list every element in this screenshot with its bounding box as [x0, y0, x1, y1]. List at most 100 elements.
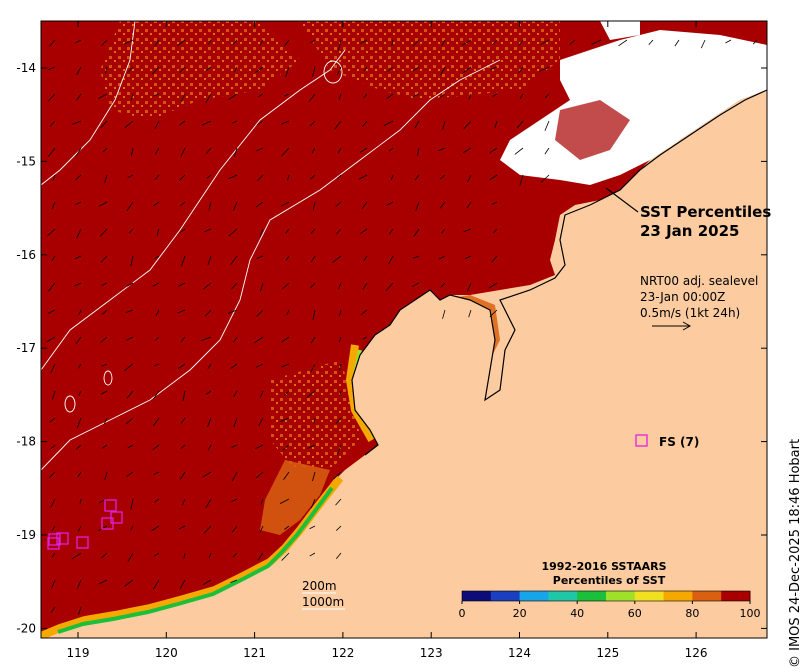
current-vector	[358, 174, 368, 180]
current-vector	[205, 147, 212, 155]
current-vector	[335, 525, 342, 531]
current-vector	[442, 309, 446, 319]
current-vector	[100, 255, 108, 263]
current-vector	[47, 93, 56, 102]
current-vector	[281, 336, 290, 343]
current-vector	[518, 39, 524, 46]
colorbar-tick-label: 60	[628, 607, 642, 620]
y-tick-label: -18	[16, 435, 36, 449]
current-vector	[362, 120, 368, 128]
current-vector	[203, 282, 212, 290]
current-vector	[362, 282, 368, 290]
current-vector	[125, 417, 134, 425]
current-vector	[151, 525, 160, 531]
current-vector	[339, 390, 342, 396]
x-tick-label: 121	[243, 646, 266, 660]
current-vector	[231, 525, 238, 533]
isobath-label-200m: 200m	[302, 579, 337, 593]
current-vector	[77, 606, 82, 616]
current-vector	[462, 66, 472, 74]
colorbar-tick-label: 40	[570, 607, 584, 620]
current-vector	[49, 417, 56, 423]
current-vector	[307, 444, 316, 449]
current-vector	[438, 255, 446, 260]
current-vector	[182, 390, 186, 402]
current-vector	[125, 336, 134, 341]
current-vector	[99, 228, 108, 237]
current-vector	[76, 417, 82, 429]
current-vector	[154, 363, 160, 367]
current-vector	[46, 228, 56, 237]
current-vector	[752, 39, 758, 45]
current-vector	[415, 201, 420, 212]
current-vector	[312, 66, 316, 77]
current-vector	[51, 255, 56, 261]
current-info-line1: NRT00 adj. sealevel	[640, 274, 758, 288]
current-vector	[177, 39, 186, 47]
colorbar-outline	[461, 590, 751, 602]
current-vector	[335, 417, 342, 424]
y-tick-label: -15	[16, 154, 36, 168]
y-axis: -14 -15 -16 -17 -18 -19 -20	[16, 61, 767, 635]
current-vector	[491, 201, 498, 205]
current-vector	[51, 579, 56, 590]
current-vector	[256, 471, 264, 479]
moderate-percentile-patch	[270, 360, 360, 470]
current-vector	[48, 147, 56, 157]
current-vector	[311, 147, 316, 154]
current-vector	[101, 444, 108, 449]
current-vector	[124, 363, 134, 372]
current-vector	[391, 39, 394, 47]
float-legend-label: FS (7)	[659, 435, 699, 449]
current-vector	[231, 498, 238, 503]
current-vector	[100, 390, 108, 395]
isobath-contour	[103, 370, 113, 386]
current-vector	[286, 309, 290, 316]
current-vector	[281, 282, 290, 290]
credit-panel: © IMOS 24-Dec-2025 18:46 Hobart	[788, 439, 803, 668]
current-vector	[414, 120, 420, 129]
colorbar-segment	[606, 591, 636, 601]
x-tick-label: 123	[420, 646, 443, 660]
current-vector	[334, 120, 342, 130]
current-vector	[130, 525, 134, 531]
cloud-mask	[600, 21, 640, 40]
current-vector	[156, 228, 160, 236]
current-vector	[257, 552, 264, 561]
isobath-200m	[41, 59, 501, 471]
current-vector	[75, 201, 82, 206]
current-vector	[492, 39, 498, 45]
current-vector	[203, 525, 212, 534]
current-vector	[50, 606, 56, 613]
current-vector	[126, 201, 134, 212]
current-vector	[204, 228, 212, 233]
current-vector	[207, 39, 212, 45]
coastal-fringe	[57, 486, 334, 634]
current-vector	[101, 282, 108, 286]
current-vector	[618, 39, 628, 47]
current-vector	[360, 39, 368, 44]
current-vector	[279, 417, 290, 423]
current-vector	[75, 147, 82, 157]
current-vector	[312, 309, 316, 320]
current-vector	[281, 363, 290, 368]
current-vector	[413, 228, 420, 237]
current-vector	[335, 552, 342, 560]
current-vector	[725, 39, 732, 44]
current-vector	[130, 255, 134, 267]
isobath-contour	[64, 395, 76, 413]
current-vector	[205, 390, 212, 395]
current-vector	[439, 93, 446, 99]
current-vector	[207, 363, 212, 369]
current-vector	[101, 309, 108, 315]
current-vector	[519, 174, 524, 186]
current-vector	[230, 363, 238, 369]
current-vector	[152, 579, 160, 590]
current-vector	[205, 498, 212, 509]
current-vector	[52, 174, 56, 181]
current-vector	[51, 525, 56, 532]
current-vector	[100, 336, 108, 344]
current-vector	[361, 201, 368, 209]
current-vector	[126, 282, 134, 287]
current-vector	[494, 120, 498, 129]
